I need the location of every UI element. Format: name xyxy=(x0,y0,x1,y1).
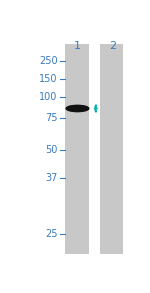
Ellipse shape xyxy=(66,105,89,112)
Text: 100: 100 xyxy=(39,92,58,102)
Text: 1: 1 xyxy=(74,41,81,51)
Bar xyxy=(65,44,88,254)
Text: 25: 25 xyxy=(45,229,58,239)
Text: 2: 2 xyxy=(109,41,116,51)
Text: 150: 150 xyxy=(39,74,58,84)
Bar xyxy=(100,44,123,254)
Text: 50: 50 xyxy=(45,145,58,155)
Text: 75: 75 xyxy=(45,113,58,122)
Text: 250: 250 xyxy=(39,56,58,66)
Text: 37: 37 xyxy=(45,173,58,183)
